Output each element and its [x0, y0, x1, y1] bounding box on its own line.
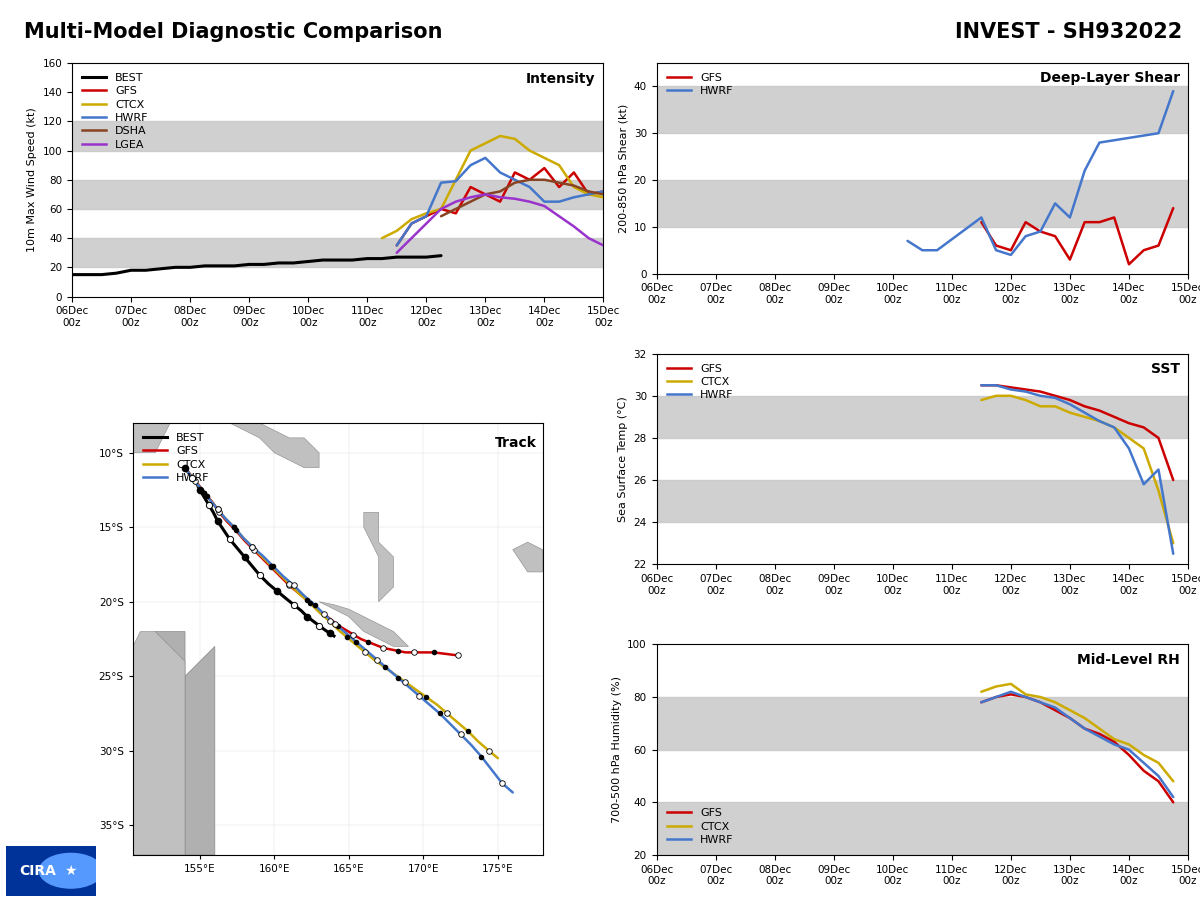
Text: Mid-Level RH: Mid-Level RH: [1078, 652, 1180, 667]
Polygon shape: [133, 646, 215, 855]
Y-axis label: Sea Surface Temp (°C): Sea Surface Temp (°C): [618, 396, 628, 522]
Polygon shape: [133, 632, 185, 855]
Bar: [656, 802, 1188, 855]
Text: Intensity: Intensity: [526, 72, 595, 86]
Polygon shape: [200, 400, 319, 468]
Y-axis label: 700-500 hPa Humidity (%): 700-500 hPa Humidity (%): [612, 676, 622, 824]
Y-axis label: 10m Max Wind Speed (kt): 10m Max Wind Speed (kt): [26, 107, 37, 252]
Bar: [656, 697, 1188, 750]
Bar: [72, 180, 604, 209]
Bar: [656, 180, 1188, 227]
Text: CIRA: CIRA: [19, 864, 56, 878]
Bar: [72, 238, 604, 267]
Circle shape: [40, 853, 102, 888]
Text: INVEST - SH932022: INVEST - SH932022: [955, 22, 1182, 42]
Legend: GFS, HWRF: GFS, HWRF: [662, 68, 738, 101]
Text: Multi-Model Diagnostic Comparison: Multi-Model Diagnostic Comparison: [24, 22, 443, 42]
Bar: [72, 122, 604, 150]
Text: SST: SST: [1151, 362, 1180, 376]
Y-axis label: 200-850 hPa Shear (kt): 200-850 hPa Shear (kt): [618, 104, 628, 233]
Legend: GFS, CTCX, HWRF: GFS, CTCX, HWRF: [662, 804, 738, 850]
Text: Deep-Layer Shear: Deep-Layer Shear: [1040, 71, 1180, 86]
Legend: BEST, GFS, CTCX, HWRF: BEST, GFS, CTCX, HWRF: [138, 428, 214, 488]
Legend: BEST, GFS, CTCX, HWRF, DSHA, LGEA: BEST, GFS, CTCX, HWRF, DSHA, LGEA: [78, 68, 154, 154]
Polygon shape: [512, 542, 542, 572]
Bar: [656, 480, 1188, 522]
Polygon shape: [319, 602, 408, 646]
Polygon shape: [364, 512, 394, 602]
Legend: GFS, CTCX, HWRF: GFS, CTCX, HWRF: [662, 359, 738, 405]
Bar: [656, 86, 1188, 133]
Polygon shape: [0, 393, 170, 453]
Bar: [656, 396, 1188, 438]
Text: Track: Track: [494, 436, 536, 450]
Polygon shape: [133, 632, 185, 855]
Text: ★: ★: [65, 864, 77, 878]
